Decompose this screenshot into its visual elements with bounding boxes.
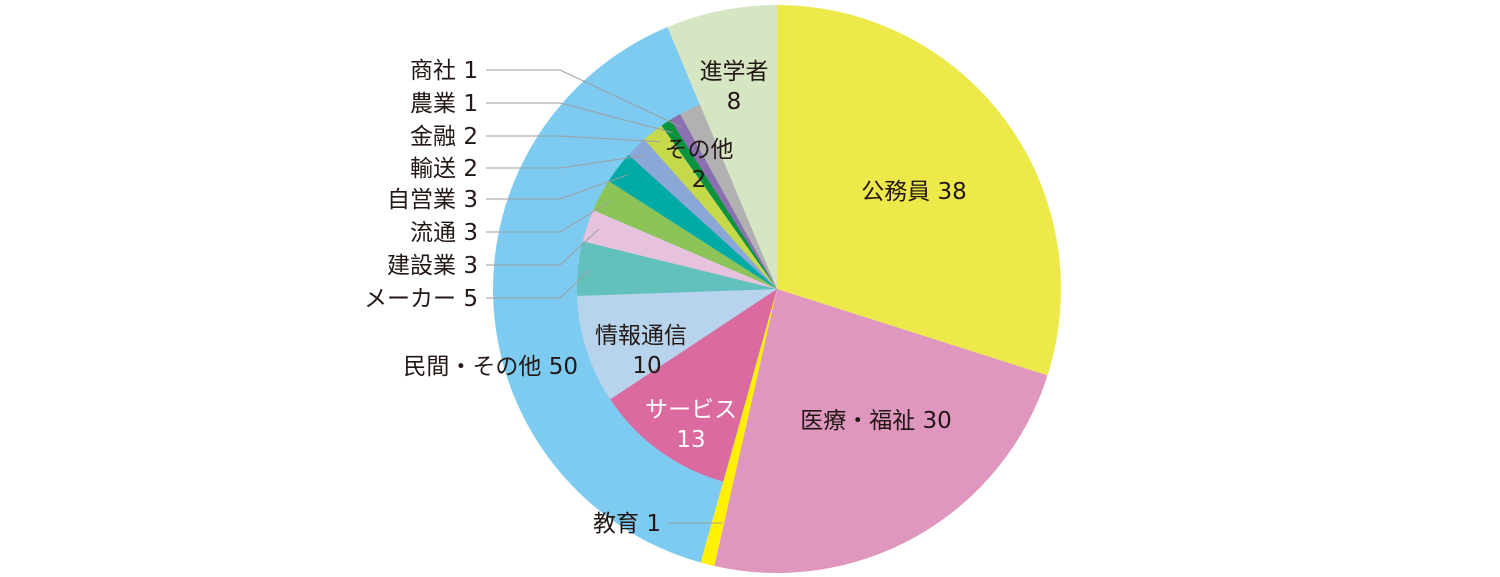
label-shingaku-name: 進学者 [700,59,769,85]
leader-jiei [486,174,628,200]
pie-slice-kyoiku [700,289,777,566]
leader-maker [486,269,591,299]
pie-slice-maker [577,241,777,296]
label-minkan: 民間・その他 50 [403,354,578,380]
label-kensetsu: 建設業 3 [387,253,478,279]
label-maker: メーカー 5 [364,286,478,312]
leader-shosha [486,69,682,128]
label-koumuin: 公務員 38 [861,179,967,205]
label-iryo: 医療・福祉 30 [800,408,952,434]
pie-slice-ryutsu [593,181,777,289]
pie-slice-kinyu [644,125,777,289]
leader-kensetsu [486,228,600,266]
pie-slice-service [610,289,777,482]
pie-slice-joho [577,289,777,400]
label-jiei: 自営業 3 [387,187,478,213]
leader-kinyu [486,135,661,143]
label-joho-name: 情報通信 [595,323,687,349]
label-service-name: サービス [645,397,737,423]
label-ryutsu: 流通 3 [410,220,478,246]
pie-slice-sonota [680,104,777,290]
leader-lines [486,69,723,524]
pie-slice-shingaku [667,5,777,289]
label-yuso: 輸送 2 [410,156,478,182]
pie-slice-nogyo [661,119,777,290]
pie-slice-iryo [714,289,1048,573]
label-joho-value: 10 [632,353,661,379]
label-shingaku-value: 8 [727,89,742,115]
label-sonota-name: その他 [665,137,734,163]
leader-yuso [486,154,645,169]
pie-slice-yuso [628,139,777,289]
label-service-value: 13 [676,427,705,453]
pie-slice-kensetsu [582,210,777,289]
label-shosha: 商社 1 [410,58,478,84]
pie-slice-jiei [608,154,777,289]
label-kyoiku: 教育 1 [593,511,661,537]
pie-slice-koumuin [777,5,1061,376]
label-sonota-value: 2 [692,167,707,193]
label-kinyu: 金融 2 [410,124,478,150]
label-nogyo: 農業 1 [410,91,478,117]
leader-ryutsu [486,200,612,233]
inner-ring [577,104,777,482]
leader-nogyo [486,102,673,134]
pie-slice-shosha [670,114,777,289]
